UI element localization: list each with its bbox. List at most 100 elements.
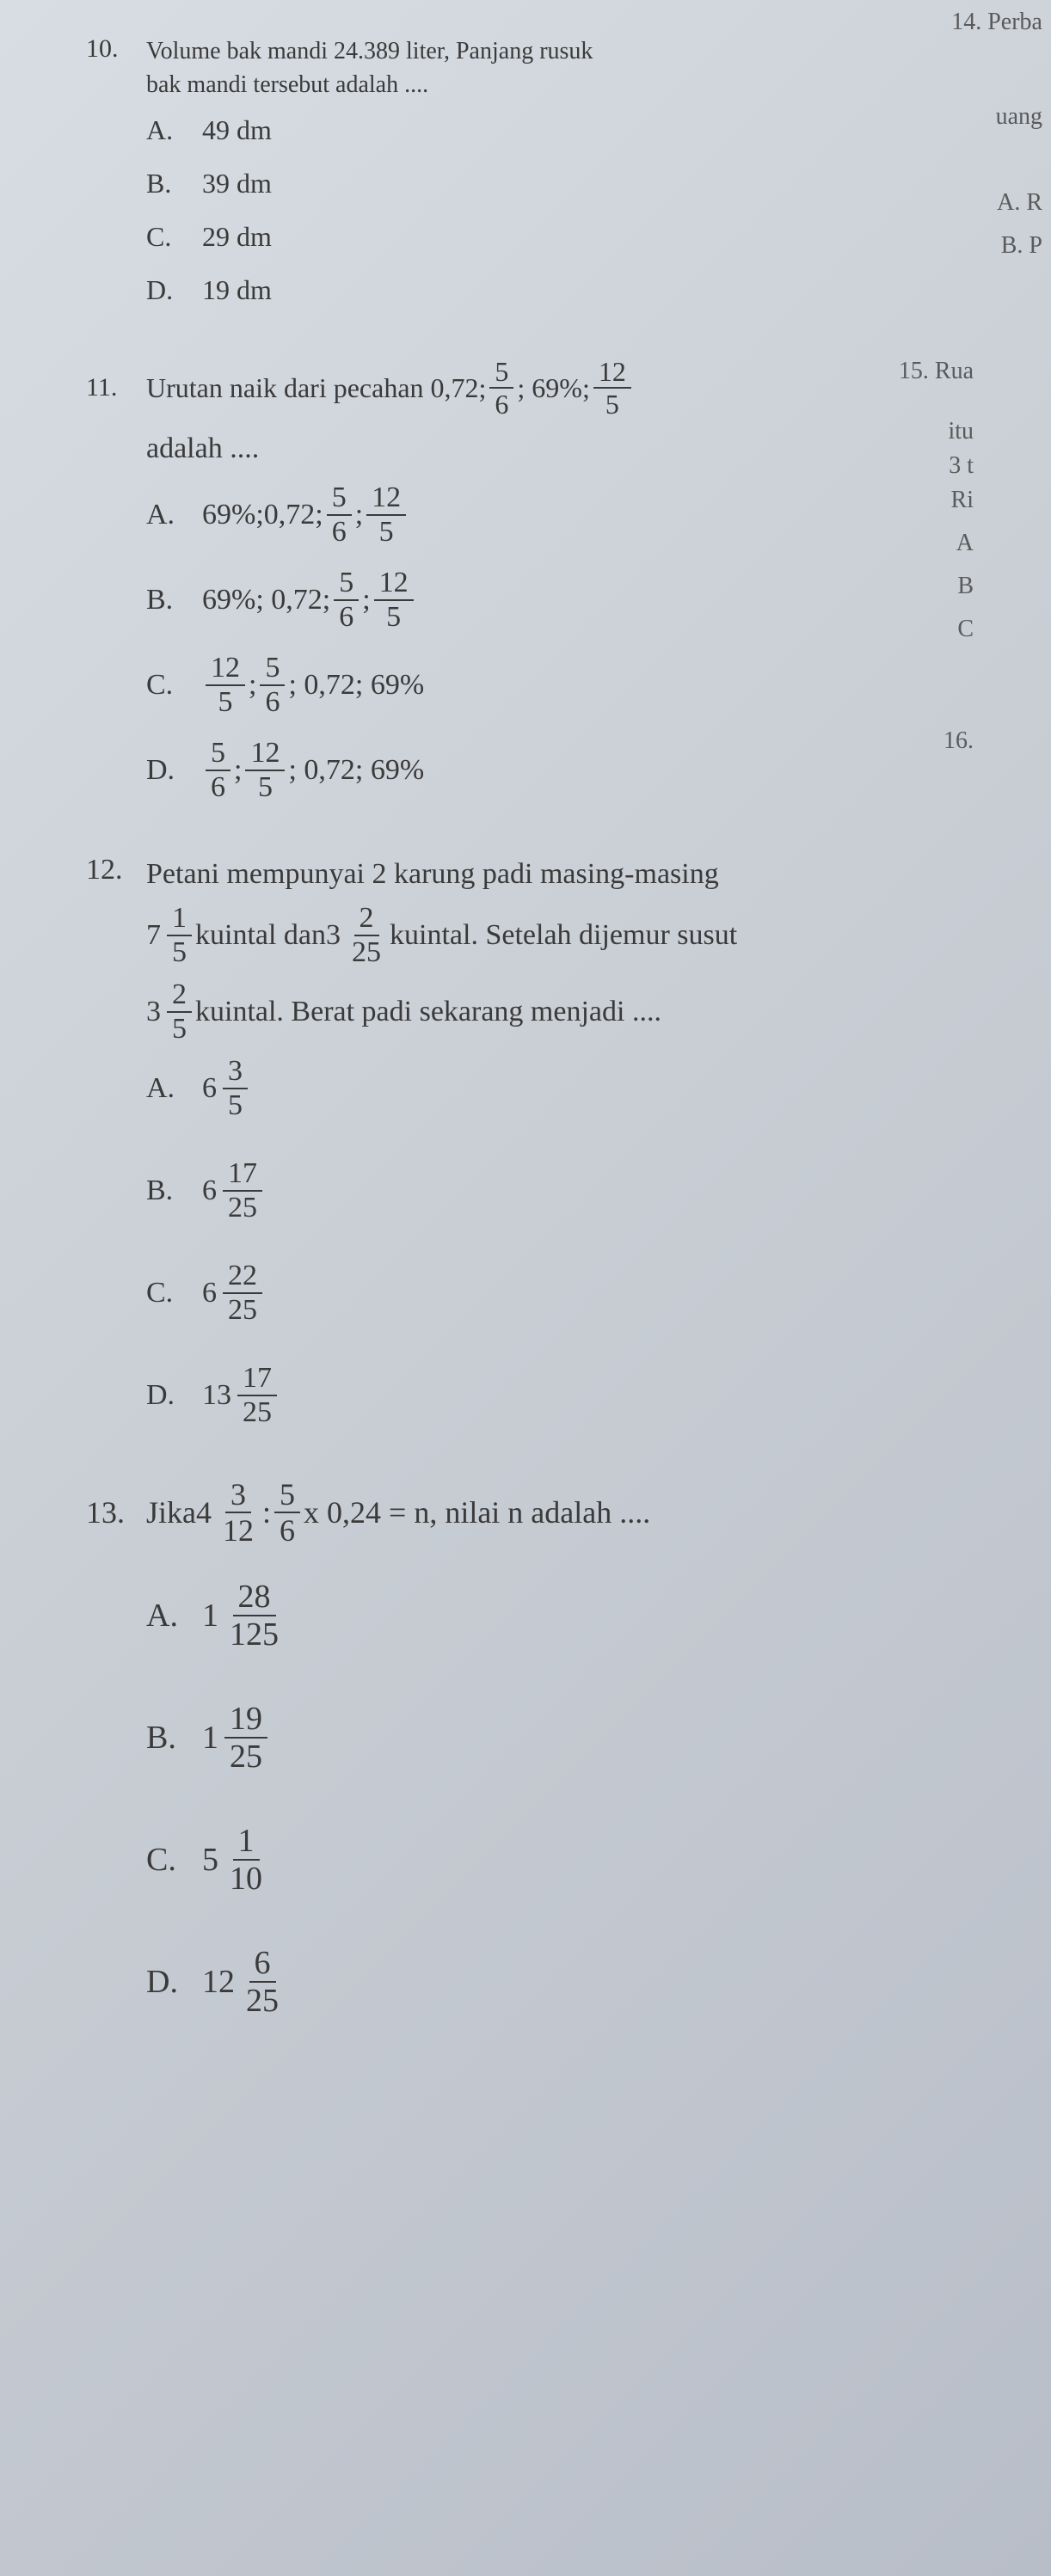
separator: ; — [249, 669, 256, 702]
numerator: 6 — [249, 1947, 276, 1983]
whole: 6 — [202, 1277, 217, 1309]
numerator: 22 — [223, 1261, 262, 1294]
option-d: D. 5 6 ; 12 5 ; 0,72; 69% — [146, 739, 982, 802]
mixed-number: 3 2 25 — [326, 904, 390, 967]
numerator: 3 — [223, 1057, 248, 1089]
option-a: A. 6 3 5 — [146, 1057, 982, 1120]
option-text: ; 0,72; 69% — [288, 669, 424, 702]
whole: 3 — [326, 913, 341, 957]
option-text: 69%;0,72; — [202, 499, 323, 531]
denominator: 12 — [218, 1513, 259, 1546]
margin-text: uang — [996, 103, 1042, 131]
numerator: 2 — [354, 904, 379, 936]
fraction: 17 25 — [237, 1364, 277, 1427]
mixed-number: 13 17 25 — [202, 1364, 280, 1427]
option-letter: B. — [146, 1175, 189, 1207]
option-text: 69%; 0,72; — [202, 584, 330, 616]
option-b: B. 69%; 0,72; 5 6 ; 12 5 — [146, 568, 982, 632]
denominator: 6 — [489, 389, 513, 418]
question-number: 12. — [86, 854, 133, 886]
option-letter: A. — [146, 499, 189, 531]
text-line: Volume bak mandi 24.389 liter, Panjang r… — [146, 38, 593, 64]
option-letter: B. — [146, 584, 189, 616]
denominator: 25 — [347, 936, 386, 967]
denominator: 25 — [224, 1739, 267, 1773]
denominator: 25 — [223, 1192, 262, 1223]
text-part: Urutan naik dari pecahan 0,72; — [146, 372, 486, 404]
text-part: kuintal. Setelah dijemur susut — [390, 913, 737, 957]
options-list: A. 6 3 5 B. 6 17 25 C. 6 — [146, 1057, 982, 1427]
option-letter: D. — [146, 1963, 189, 2001]
numerator: 1 — [233, 1825, 260, 1861]
whole: 7 — [146, 913, 161, 957]
option-letter: C. — [146, 1277, 189, 1309]
denominator: 5 — [600, 389, 624, 418]
whole: 6 — [202, 1175, 217, 1207]
mixed-number: 6 17 25 — [202, 1159, 266, 1223]
fraction: 12 5 — [374, 568, 414, 632]
mixed-number: 5 1 10 — [202, 1825, 271, 1895]
mixed-number: 1 19 25 — [202, 1702, 271, 1773]
fraction: 5 6 — [260, 653, 285, 717]
option-c: C. 6 22 25 — [146, 1261, 982, 1325]
margin-text: A — [956, 530, 974, 557]
margin-text: C — [957, 616, 974, 643]
numerator: 12 — [206, 653, 245, 686]
whole: 6 — [202, 1072, 217, 1105]
numerator: 28 — [233, 1580, 276, 1616]
question-number: 11. — [86, 373, 133, 402]
option-a: A. 1 28 125 — [146, 1580, 982, 1651]
fraction: 1 10 — [224, 1825, 267, 1895]
margin-text: B — [957, 573, 974, 600]
mixed-number: 4 3 12 — [196, 1479, 262, 1546]
whole: 12 — [202, 1963, 235, 2001]
margin-text: itu — [948, 418, 974, 445]
options-list: A. 49 dm B. 39 dm C. 29 dm D. 19 dm — [146, 114, 982, 306]
stem-line: 3 2 5 kuintal. Berat padi sekarang menja… — [146, 980, 982, 1044]
options-list: A. 1 28 125 B. 1 19 25 C. 5 — [146, 1580, 982, 2017]
denominator: 10 — [224, 1861, 267, 1895]
margin-text: 15. Rua — [899, 358, 974, 385]
option-letter: A. — [146, 1597, 189, 1635]
fraction: 12 5 — [206, 653, 245, 717]
fraction: 5 6 — [334, 568, 359, 632]
question-text: Volume bak mandi 24.389 liter, Panjang r… — [146, 34, 593, 101]
margin-text: Ri — [951, 487, 974, 514]
question-11: 11. Urutan naik dari pecahan 0,72; 5 6 ;… — [86, 358, 982, 802]
separator: ; — [355, 499, 363, 531]
whole: 1 — [202, 1719, 218, 1757]
denominator: 6 — [206, 771, 230, 802]
mixed-number: 3 2 5 — [146, 980, 195, 1044]
mixed-number: 12 6 25 — [202, 1947, 287, 2017]
option-letter: A. — [146, 1072, 189, 1105]
denominator: 5 — [167, 936, 192, 967]
numerator: 2 — [167, 980, 192, 1013]
question-text: Jika 4 3 12 : 5 6 x 0,24 = n, nilai n ad… — [146, 1479, 650, 1546]
question-10: 10. Volume bak mandi 24.389 liter, Panja… — [86, 34, 982, 306]
denominator: 6 — [334, 601, 359, 632]
question-number: 13. — [86, 1494, 133, 1530]
option-text: ; 0,72; 69% — [288, 754, 424, 787]
fraction: 2 25 — [347, 904, 386, 967]
whole: 13 — [202, 1379, 231, 1412]
numerator: 19 — [224, 1702, 267, 1739]
numerator: 5 — [334, 568, 359, 601]
whole: 4 — [196, 1494, 212, 1530]
fraction: 28 125 — [224, 1580, 284, 1651]
fraction: 12 5 — [366, 483, 406, 547]
option-letter: D. — [146, 1379, 189, 1412]
option-text: 49 dm — [202, 114, 272, 146]
numerator: 5 — [274, 1479, 300, 1513]
margin-text: 16. — [943, 727, 974, 755]
denominator: 5 — [167, 1013, 192, 1044]
numerator: 5 — [489, 358, 513, 389]
question-header: 13. Jika 4 3 12 : 5 6 x 0,24 = n, nilai … — [86, 1479, 982, 1546]
fraction: 3 5 — [223, 1057, 248, 1120]
text-part: Jika — [146, 1494, 196, 1530]
stem-line: 7 1 5 kuintal dan 3 2 25 kuintal. Setela… — [146, 904, 982, 967]
fraction: 1 5 — [167, 904, 192, 967]
denominator: 6 — [274, 1513, 300, 1546]
question-text: Urutan naik dari pecahan 0,72; 5 6 ; 69%… — [146, 358, 635, 418]
operator: : — [262, 1494, 271, 1530]
option-letter: C. — [146, 1841, 189, 1879]
